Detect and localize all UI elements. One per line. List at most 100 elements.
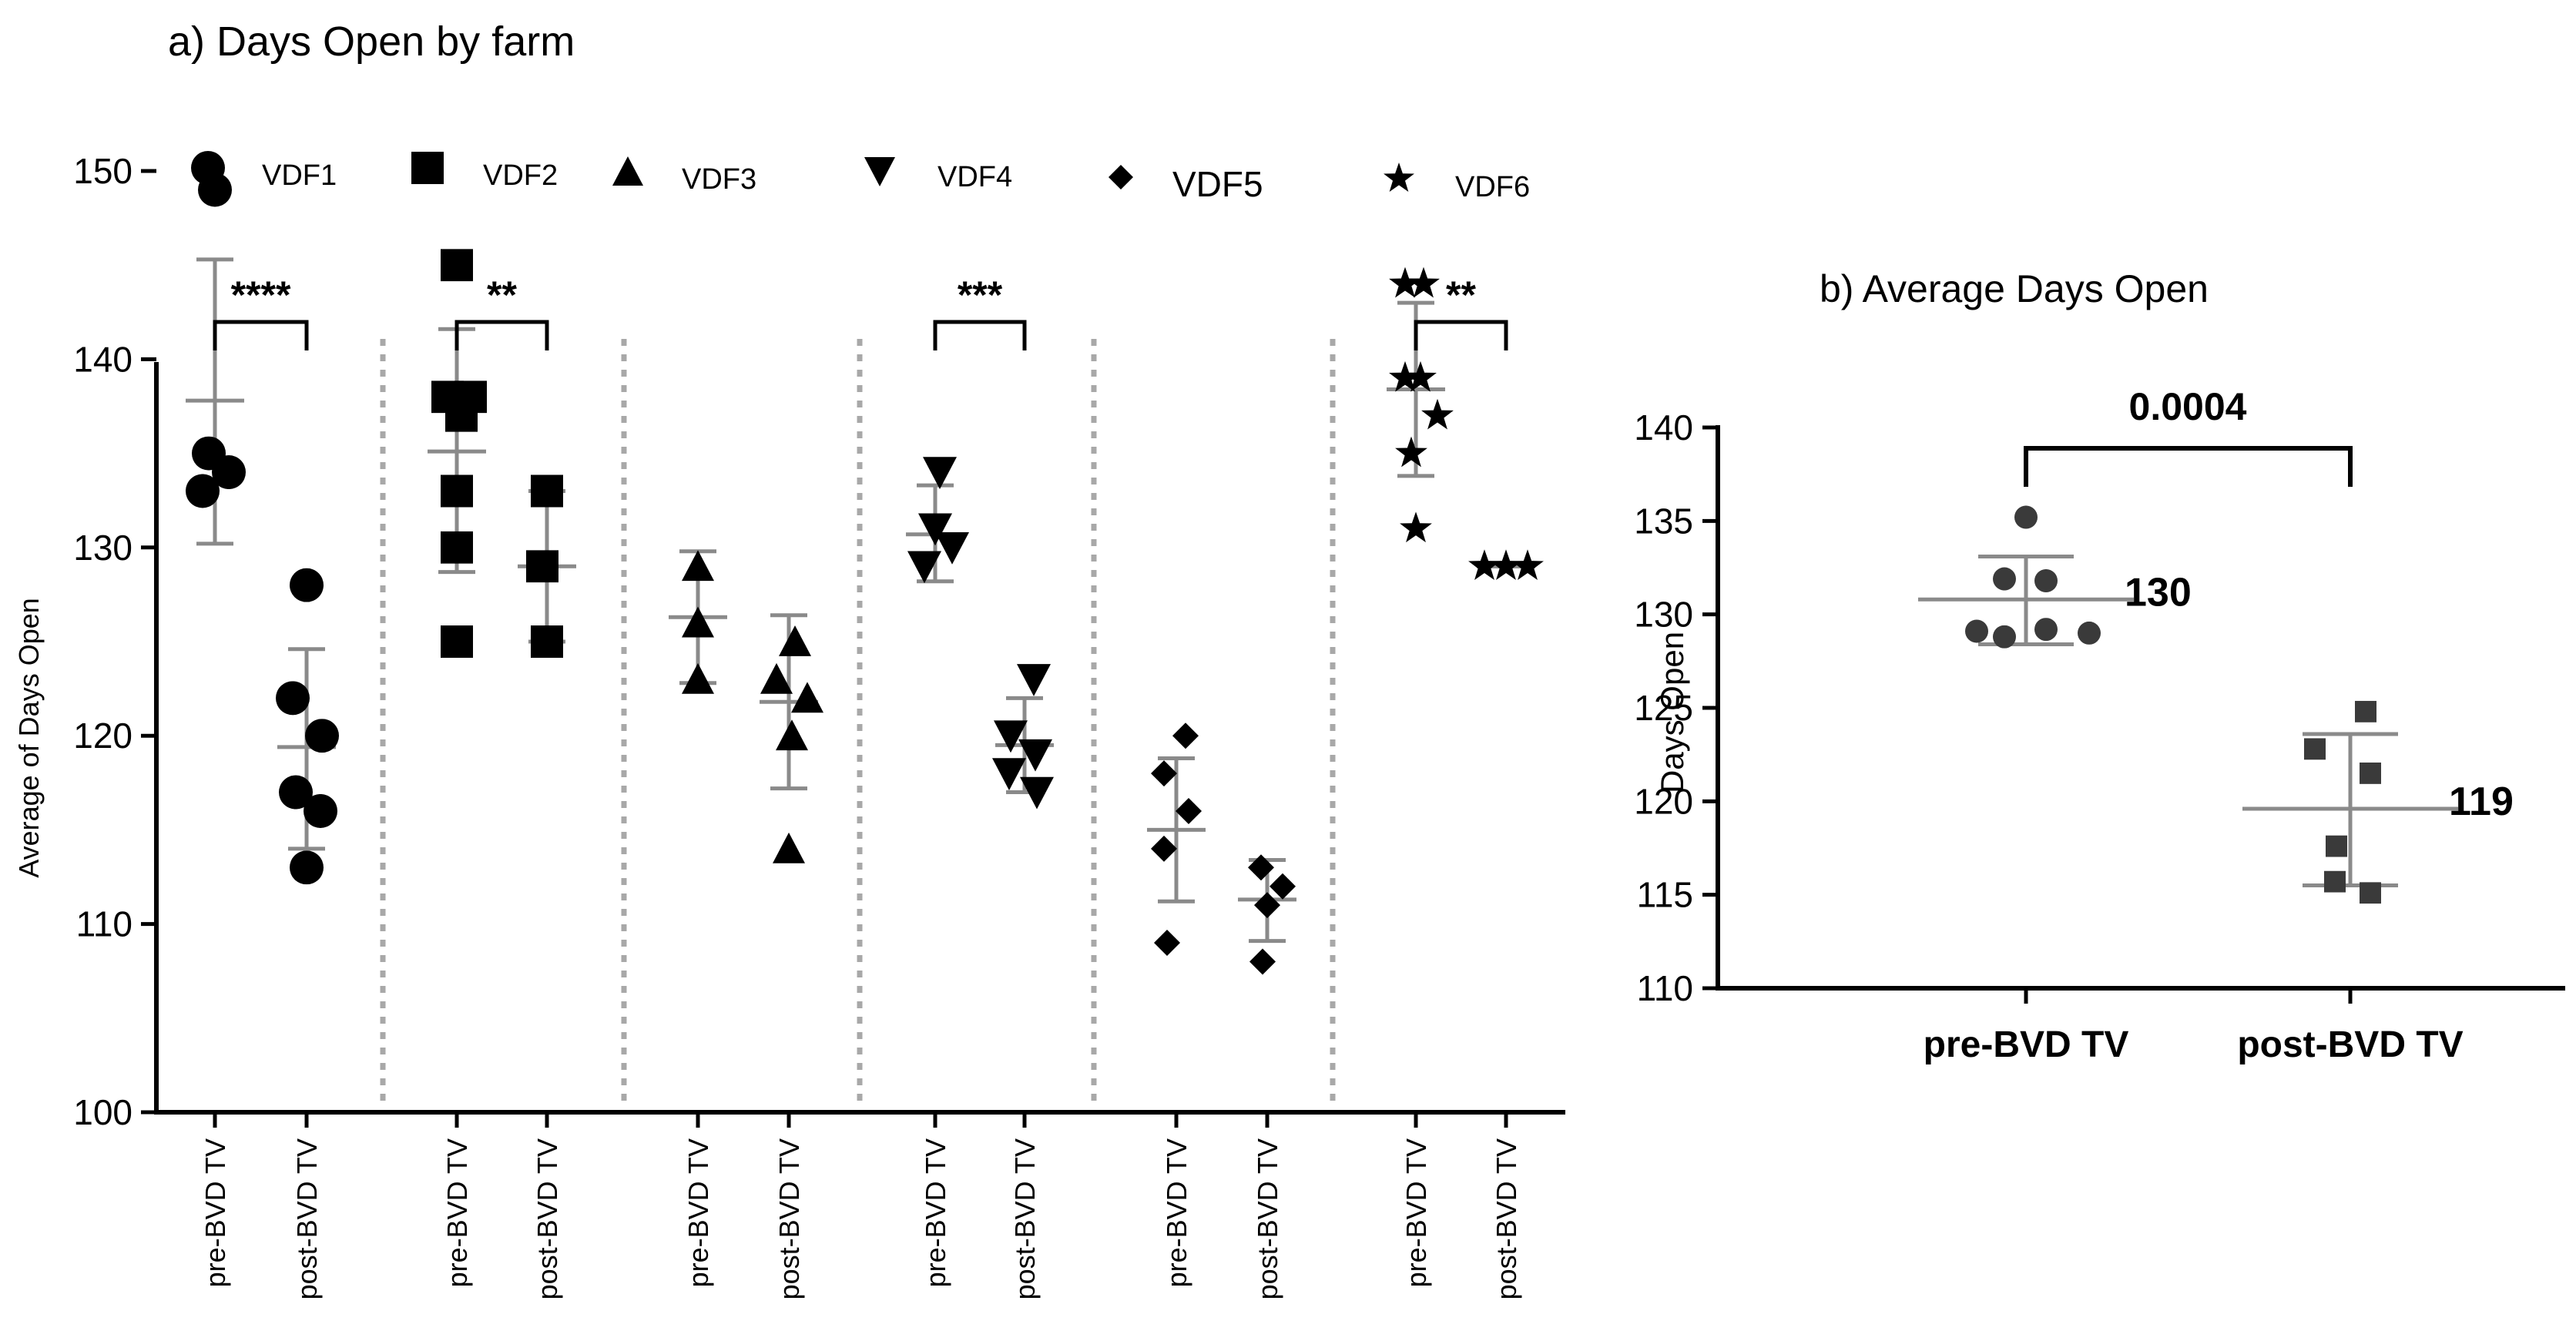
data-point-triangle-up	[682, 662, 714, 694]
data-point-square	[441, 249, 473, 282]
data-point-triangle-down	[935, 532, 969, 565]
data-point-star	[1395, 436, 1427, 468]
data-point-square	[2355, 700, 2376, 722]
x-tick-label: pre-BVD TV	[1161, 1138, 1192, 1287]
legend-marker-triangle-up	[612, 156, 643, 186]
y-tick-label: 100	[73, 1092, 132, 1132]
x-tick-label: post-BVD TV	[773, 1138, 805, 1299]
panel-b-average-days-open: b) Average Days Open 1101151201251301351…	[1634, 267, 2565, 1065]
panel-a-y-ticks: 100 110 120 130 140 150	[73, 151, 156, 1132]
significance-bracket	[933, 320, 1027, 350]
panel-a-legend: VDF1 VDF2 VDF3 VDF4 VDF5 VDF6	[191, 151, 1530, 204]
series-square: 119 post-BVD TV	[2237, 700, 2514, 1065]
y-tick-label: 120	[73, 716, 132, 756]
farm-group-VDF6: pre-BVD TV post-BVD TV **	[1387, 267, 1544, 1299]
data-point-circle	[1965, 619, 1988, 643]
data-point-circle	[2034, 568, 2058, 592]
farm-group-VDF4: pre-BVD TV post-BVD TV ***	[906, 273, 1054, 1299]
panel-a-y-axis-label: Average of Days Open	[13, 598, 45, 878]
data-point-square	[531, 474, 563, 508]
x-tick-label: post-BVD TV	[532, 1138, 563, 1299]
data-point-circle	[305, 719, 339, 753]
data-point-square	[445, 399, 478, 432]
significance-bracket	[213, 320, 309, 350]
x-tick-label: post-BVD TV	[1491, 1138, 1522, 1299]
p-value-bracket: 0.0004	[2024, 385, 2353, 487]
data-point-diamond	[1270, 873, 1296, 900]
legend-marker-star	[1384, 163, 1414, 192]
legend-label: VDF1	[262, 159, 337, 192]
panel-b-y-axis-label: Days Open	[1654, 632, 1690, 793]
p-value-label: 0.0004	[2129, 385, 2247, 428]
data-point-square	[526, 550, 558, 583]
panel-a-days-open-by-farm: a) Days Open by farm VDF1 VDF2 VDF3 VDF4 VDF…	[13, 18, 1565, 1299]
data-point-star	[1421, 398, 1454, 430]
data-point-triangle-up	[682, 606, 714, 638]
panel-b-series: 130 pre-BVD TV 119 post-BVD TV	[1918, 505, 2514, 1065]
significance-stars: **	[1446, 273, 1476, 317]
data-point-circle	[290, 850, 324, 885]
significance-stars: ****	[231, 273, 291, 317]
mean-value-label: 130	[2125, 570, 2192, 615]
data-point-triangle-up	[776, 719, 808, 751]
data-point-triangle-up	[791, 682, 823, 713]
farm-dividers	[380, 339, 1336, 1108]
x-tick-label: post-BVD TV	[291, 1138, 323, 1299]
x-tick-label: pre-BVD TV	[1400, 1138, 1432, 1287]
data-point-square	[441, 474, 473, 508]
y-tick-label: 110	[76, 904, 132, 944]
y-tick-label: 110	[1637, 968, 1693, 1008]
legend-marker-square	[411, 152, 444, 184]
data-point-triangle-up	[682, 550, 714, 582]
data-point-square	[2360, 882, 2381, 904]
y-tick-label: 140	[1634, 407, 1693, 448]
data-point-diamond	[1154, 930, 1180, 957]
significance-bracket	[454, 320, 549, 350]
data-point-star	[1511, 549, 1544, 581]
farm-group-VDF5: pre-BVD TV post-BVD TV	[1147, 722, 1296, 1299]
y-tick-label: 125	[1634, 688, 1693, 728]
farm-group-VDF1: pre-BVD TV post-BVD TV ****	[186, 173, 339, 1299]
data-point-circle	[290, 568, 324, 602]
panel-b-title: b) Average Days Open	[1820, 267, 2209, 310]
data-point-triangle-down	[992, 758, 1026, 791]
farm-group-VDF2: pre-BVD TV post-BVD TV **	[428, 249, 576, 1299]
x-tick-label: post-BVD TV	[2237, 1024, 2463, 1065]
x-tick-label: pre-BVD TV	[683, 1138, 714, 1287]
panel-a-title: a) Days Open by farm	[168, 18, 575, 65]
data-point-circle	[186, 474, 220, 508]
mean-value-label: 119	[2449, 779, 2514, 824]
data-point-square	[441, 531, 473, 564]
panel-b-y-ticks: 110 115 120 125 130 135 140	[1634, 407, 1718, 1008]
panel-a-axes	[154, 362, 1565, 1115]
legend-marker-diamond	[1109, 165, 1133, 189]
legend-label: VDF4	[937, 161, 1012, 193]
y-tick-label: 140	[73, 339, 132, 379]
x-tick-label: pre-BVD TV	[200, 1138, 231, 1287]
y-tick-label: 130	[73, 528, 132, 568]
p-value-bracket-line	[2024, 446, 2353, 487]
x-tick-label: pre-BVD TV	[441, 1138, 473, 1287]
data-point-triangle-down	[1017, 664, 1051, 696]
data-point-triangle-up	[773, 832, 805, 863]
x-tick-label: post-BVD TV	[1252, 1138, 1283, 1299]
significance-stars: **	[487, 273, 517, 317]
data-point-square	[2324, 870, 2346, 893]
farm-group-VDF3: pre-BVD TV post-BVD TV	[669, 549, 823, 1299]
series-circle: 130 pre-BVD TV	[1918, 505, 2192, 1065]
data-point-circle	[276, 681, 310, 716]
data-point-diamond	[1254, 892, 1280, 919]
y-tick-label: 120	[1634, 781, 1693, 821]
y-tick-label: 130	[1634, 595, 1693, 635]
data-point-circle	[1993, 567, 2016, 591]
y-tick-label: 115	[1637, 875, 1693, 915]
x-tick-label: post-BVD TV	[1009, 1138, 1041, 1299]
legend-label: VDF6	[1455, 171, 1530, 203]
y-tick-label: 150	[73, 151, 132, 191]
legend-marker-triangle-down	[864, 157, 895, 186]
data-point-circle	[304, 793, 337, 828]
data-point-circle	[2014, 505, 2038, 529]
legend-label: VDF3	[682, 163, 756, 196]
data-point-diamond	[1249, 948, 1276, 975]
data-point-diamond	[1172, 722, 1199, 749]
